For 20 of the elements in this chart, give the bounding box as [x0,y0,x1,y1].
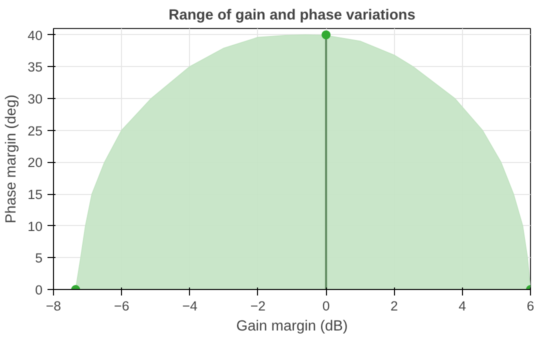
y-tick-label: 5 [35,250,43,266]
y-tick-label: 0 [35,282,43,298]
x-tick-label: −2 [250,298,266,314]
chart-title: Range of gain and phase variations [168,8,416,24]
x-tick-label: 4 [458,298,467,314]
y-axis-title: Phase margin (deg) [4,94,20,224]
y-tick-label: 10 [28,218,43,234]
y-tick-label: 30 [28,92,43,107]
x-tick-label: 0 [322,298,330,314]
x-tick-label: −6 [114,298,130,314]
x-axis-title: Gain margin (dB) [236,318,348,334]
y-tick-label: 40 [28,28,43,43]
x-tick-label: 6 [526,298,534,314]
y-tick-label: 15 [28,187,43,202]
x-tick-label: −8 [46,298,62,314]
x-tick-label: 2 [390,298,398,314]
y-tick-label: 20 [28,155,43,170]
y-tick-label: 25 [28,123,43,138]
x-tick-label: −4 [182,298,198,314]
y-tick-label: 35 [28,60,43,75]
